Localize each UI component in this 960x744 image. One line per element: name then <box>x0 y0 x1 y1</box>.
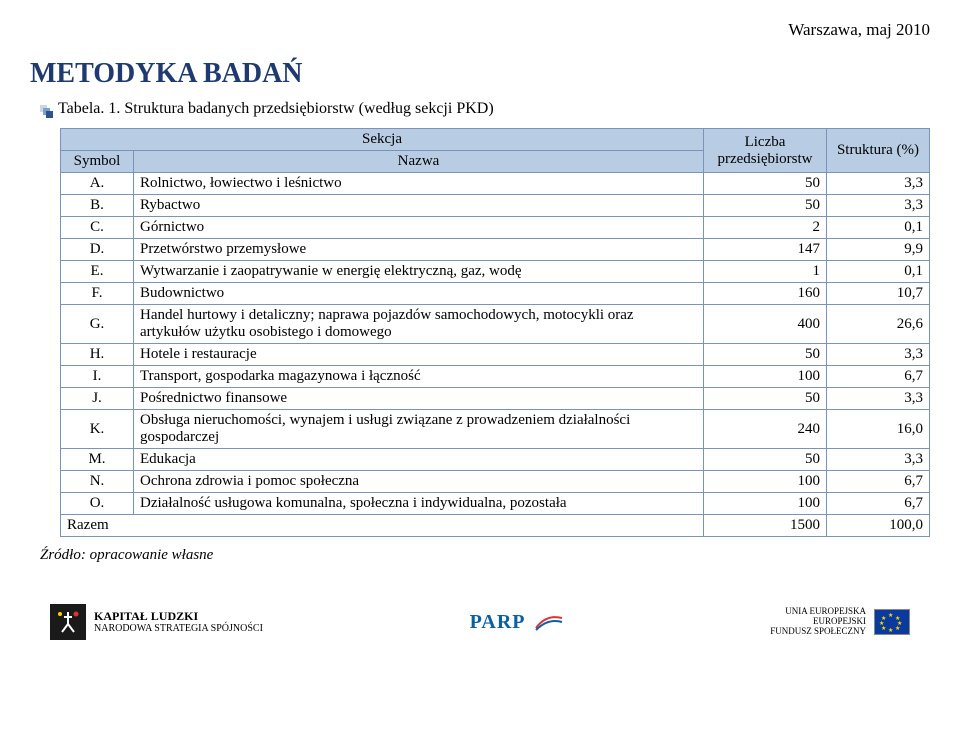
header-sekcja: Sekcja <box>61 129 704 151</box>
cell-pct: 3,3 <box>827 449 930 471</box>
logo-parp: PARP <box>470 610 564 634</box>
kl-subtitle: NARODOWA STRATEGIA SPÓJNOŚCI <box>94 623 263 634</box>
table-row: D.Przetwórstwo przemysłowe1479,9 <box>61 239 930 261</box>
table-row: O.Działalność usługowa komunalna, społec… <box>61 493 930 515</box>
cell-symbol: H. <box>61 344 134 366</box>
table-row: I.Transport, gospodarka magazynowa i łąc… <box>61 366 930 388</box>
eu-flag-icon: ★ ★ ★ ★ ★ ★ ★ ★ <box>874 609 910 635</box>
cell-symbol: E. <box>61 261 134 283</box>
eu-line3: FUNDUSZ SPOŁECZNY <box>770 627 866 637</box>
cell-count: 160 <box>704 283 827 305</box>
cell-name: Przetwórstwo przemysłowe <box>134 239 704 261</box>
cell-pct: 3,3 <box>827 195 930 217</box>
cell-name: Rolnictwo, łowiectwo i leśnictwo <box>134 173 704 195</box>
cell-name: Ochrona zdrowia i pomoc społeczna <box>134 471 704 493</box>
cell-count: 100 <box>704 471 827 493</box>
table-caption-row: Tabela. 1. Struktura badanych przedsiębi… <box>40 100 930 122</box>
kl-title: KAPITAŁ LUDZKI <box>94 610 263 623</box>
cell-count: 50 <box>704 173 827 195</box>
cell-symbol: O. <box>61 493 134 515</box>
cell-symbol: C. <box>61 217 134 239</box>
table-row: M.Edukacja503,3 <box>61 449 930 471</box>
cell-pct: 3,3 <box>827 388 930 410</box>
cell-pct: 0,1 <box>827 261 930 283</box>
cell-symbol: N. <box>61 471 134 493</box>
cell-symbol: I. <box>61 366 134 388</box>
cell-pct: 0,1 <box>827 217 930 239</box>
cell-symbol: A. <box>61 173 134 195</box>
cell-count: 240 <box>704 410 827 449</box>
data-table: Sekcja Liczba przedsiębiorstw Struktura … <box>60 128 930 537</box>
parp-swoosh-icon <box>534 610 564 634</box>
bullet-icon <box>40 100 58 122</box>
header-symbol: Symbol <box>61 151 134 173</box>
cell-total-label: Razem <box>61 515 704 537</box>
cell-name: Górnictwo <box>134 217 704 239</box>
cell-name: Transport, gospodarka magazynowa i łączn… <box>134 366 704 388</box>
table-row: B.Rybactwo503,3 <box>61 195 930 217</box>
cell-total-count: 1500 <box>704 515 827 537</box>
cell-name: Edukacja <box>134 449 704 471</box>
table-row: E.Wytwarzanie i zaopatrywanie w energię … <box>61 261 930 283</box>
cell-name: Budownictwo <box>134 283 704 305</box>
cell-pct: 6,7 <box>827 366 930 388</box>
table-row: J.Pośrednictwo finansowe503,3 <box>61 388 930 410</box>
footer-logos: KAPITAŁ LUDZKI NARODOWA STRATEGIA SPÓJNO… <box>30 604 930 640</box>
cell-name: Handel hurtowy i detaliczny; naprawa poj… <box>134 305 704 344</box>
cell-count: 50 <box>704 388 827 410</box>
table-row: F.Budownictwo16010,7 <box>61 283 930 305</box>
cell-pct: 3,3 <box>827 344 930 366</box>
table-row: K.Obsługa nieruchomości, wynajem i usług… <box>61 410 930 449</box>
table-row: C.Górnictwo20,1 <box>61 217 930 239</box>
table-total-row: Razem1500100,0 <box>61 515 930 537</box>
cell-total-pct: 100,0 <box>827 515 930 537</box>
cell-pct: 6,7 <box>827 493 930 515</box>
date-line: Warszawa, maj 2010 <box>30 20 930 40</box>
cell-name: Obsługa nieruchomości, wynajem i usługi … <box>134 410 704 449</box>
header-liczba: Liczba przedsiębiorstw <box>704 129 827 173</box>
cell-symbol: K. <box>61 410 134 449</box>
table-row: G.Handel hurtowy i detaliczny; naprawa p… <box>61 305 930 344</box>
cell-name: Pośrednictwo finansowe <box>134 388 704 410</box>
cell-count: 50 <box>704 195 827 217</box>
cell-name: Działalność usługowa komunalna, społeczn… <box>134 493 704 515</box>
cell-count: 100 <box>704 493 827 515</box>
cell-name: Hotele i restauracje <box>134 344 704 366</box>
table-caption: Tabela. 1. Struktura badanych przedsiębi… <box>58 100 494 118</box>
cell-symbol: B. <box>61 195 134 217</box>
cell-count: 2 <box>704 217 827 239</box>
cell-count: 50 <box>704 449 827 471</box>
cell-symbol: J. <box>61 388 134 410</box>
cell-count: 100 <box>704 366 827 388</box>
cell-pct: 10,7 <box>827 283 930 305</box>
cell-pct: 26,6 <box>827 305 930 344</box>
cell-symbol: D. <box>61 239 134 261</box>
table-row: A.Rolnictwo, łowiectwo i leśnictwo503,3 <box>61 173 930 195</box>
table-header-row-1: Sekcja Liczba przedsiębiorstw Struktura … <box>61 129 930 151</box>
logo-kapital-ludzki: KAPITAŁ LUDZKI NARODOWA STRATEGIA SPÓJNO… <box>50 604 263 640</box>
logo-eu: UNIA EUROPEJSKA EUROPEJSKI FUNDUSZ SPOŁE… <box>770 607 910 637</box>
cell-pct: 6,7 <box>827 471 930 493</box>
cell-name: Wytwarzanie i zaopatrywanie w energię el… <box>134 261 704 283</box>
cell-symbol: M. <box>61 449 134 471</box>
page-title: METODYKA BADAŃ <box>30 58 930 90</box>
cell-pct: 16,0 <box>827 410 930 449</box>
cell-count: 1 <box>704 261 827 283</box>
cell-pct: 3,3 <box>827 173 930 195</box>
header-nazwa: Nazwa <box>134 151 704 173</box>
header-struktura: Struktura (%) <box>827 129 930 173</box>
parp-text: PARP <box>470 611 526 634</box>
cell-count: 400 <box>704 305 827 344</box>
cell-count: 50 <box>704 344 827 366</box>
table-row: N.Ochrona zdrowia i pomoc społeczna1006,… <box>61 471 930 493</box>
table-row: H.Hotele i restauracje503,3 <box>61 344 930 366</box>
cell-pct: 9,9 <box>827 239 930 261</box>
cell-name: Rybactwo <box>134 195 704 217</box>
kl-icon <box>50 604 86 640</box>
cell-symbol: G. <box>61 305 134 344</box>
source-note: Źródło: opracowanie własne <box>40 547 930 564</box>
cell-count: 147 <box>704 239 827 261</box>
cell-symbol: F. <box>61 283 134 305</box>
